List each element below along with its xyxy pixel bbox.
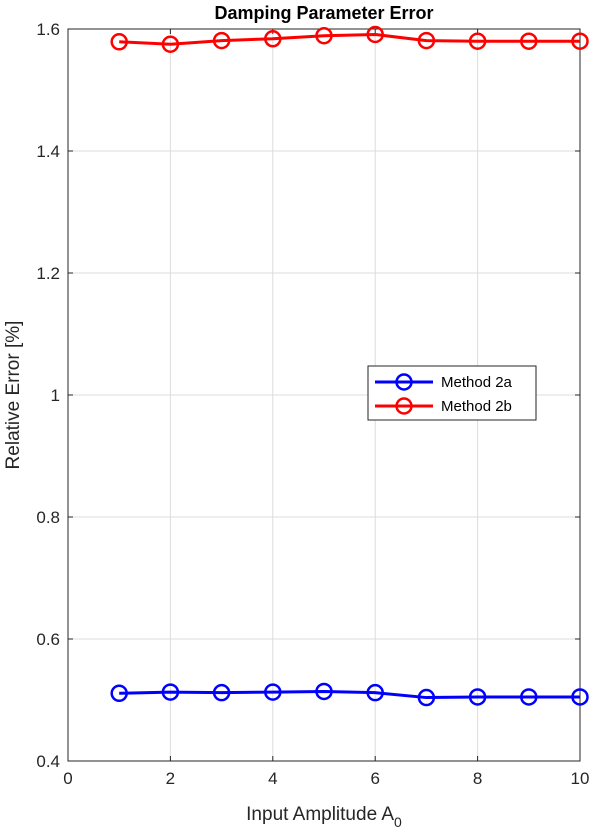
data-point — [468, 688, 487, 706]
legend-marker — [395, 373, 413, 391]
series-1 — [110, 682, 589, 707]
data-point — [571, 688, 589, 706]
data-point — [110, 33, 128, 51]
data-point — [264, 30, 282, 48]
data-point — [161, 683, 180, 701]
x-tick-label: 6 — [370, 769, 379, 788]
data-point — [315, 26, 333, 45]
data-point — [520, 32, 538, 50]
legend-label: Method 2b — [441, 398, 512, 415]
x-axis-title-main: Input Amplitude A — [246, 804, 394, 825]
x-axis-title-subscript: 0 — [394, 814, 402, 830]
legend-marker — [395, 397, 413, 415]
x-axis-title: Input Amplitude A0 — [246, 804, 402, 830]
data-point — [212, 31, 231, 50]
y-axis-title: Relative Error [%] — [3, 321, 24, 470]
data-point — [161, 35, 180, 53]
y-tick-label: 0.4 — [36, 752, 60, 771]
series-2 — [110, 25, 589, 53]
legend-box — [367, 365, 537, 421]
y-tick-label: 1.6 — [36, 20, 60, 39]
x-tick-label: 0 — [63, 769, 72, 788]
legend-items: Method 2a Method 2b — [375, 373, 513, 415]
y-tick-label: 0.8 — [36, 508, 60, 527]
data-point — [264, 683, 282, 701]
data-point — [212, 683, 231, 702]
y-tick-label: 1 — [51, 386, 60, 405]
x-tick-label: 4 — [268, 769, 277, 788]
chart-title: Damping Parameter Error — [214, 3, 433, 23]
data-point — [520, 688, 538, 706]
data-point — [315, 682, 333, 701]
data-point — [417, 688, 436, 707]
series-line — [119, 689, 580, 700]
data-point — [366, 683, 384, 702]
data-point — [110, 684, 128, 703]
data-point — [366, 25, 384, 44]
data-point — [468, 32, 487, 50]
legend-label: Method 2a — [441, 374, 513, 391]
y-tick-label: 1.2 — [36, 264, 60, 283]
data-point — [417, 31, 436, 50]
x-tick-label: 10 — [571, 769, 590, 788]
legend-entry: Method 2b — [375, 397, 512, 415]
data-point — [571, 32, 589, 50]
series-layer — [110, 25, 589, 707]
legend-entry: Method 2a — [375, 373, 513, 391]
y-tick-label: 1.4 — [36, 142, 60, 161]
x-tick-label: 2 — [166, 769, 175, 788]
legend: Method 2a Method 2b — [367, 365, 537, 421]
y-tick-label: 0.6 — [36, 630, 60, 649]
x-tick-label: 8 — [473, 769, 482, 788]
series-line — [119, 32, 580, 46]
